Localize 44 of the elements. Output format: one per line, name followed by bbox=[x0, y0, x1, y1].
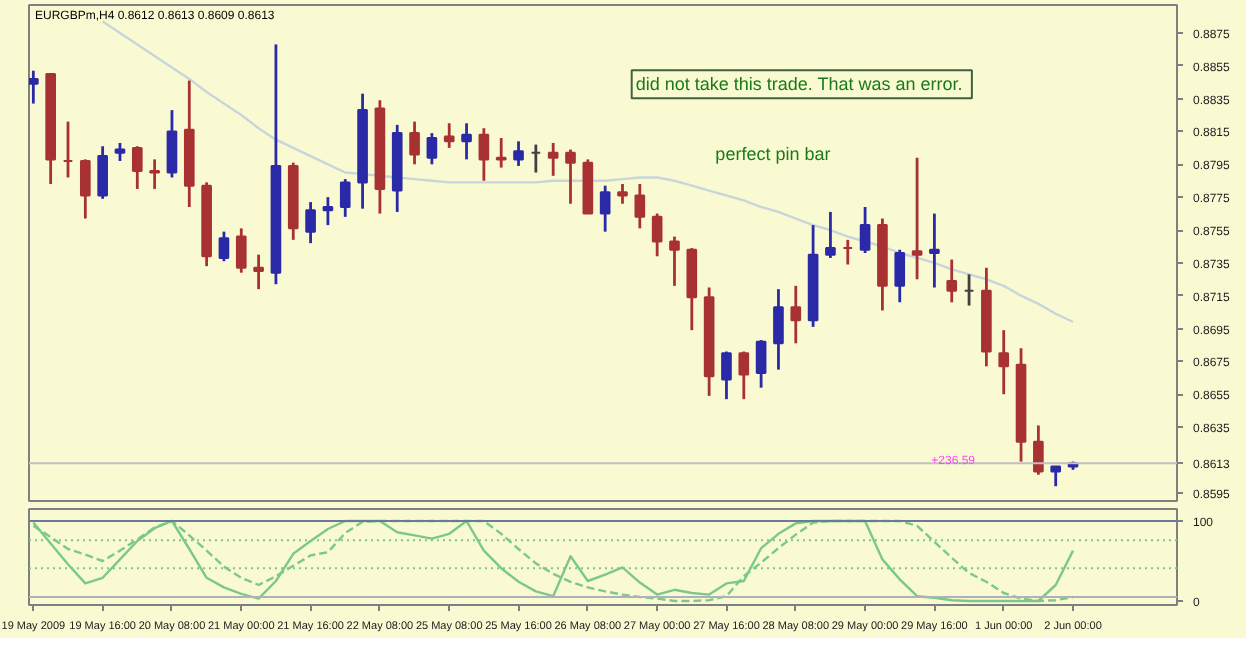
candlestick bbox=[79, 157, 91, 220]
candlestick bbox=[929, 212, 940, 289]
candlestick bbox=[322, 195, 334, 227]
candlestick bbox=[426, 131, 438, 166]
candlestick bbox=[738, 350, 750, 401]
candlestick bbox=[565, 148, 576, 206]
candlestick bbox=[773, 287, 784, 372]
candlestick bbox=[114, 141, 126, 163]
candlestick bbox=[721, 350, 732, 401]
candlestick bbox=[131, 144, 143, 191]
candlestick bbox=[97, 144, 108, 201]
candlestick bbox=[790, 284, 802, 345]
candlestick bbox=[235, 226, 247, 275]
candlestick bbox=[513, 139, 524, 168]
candlestick bbox=[218, 230, 230, 263]
candlestick bbox=[669, 235, 680, 288]
candlestick bbox=[617, 182, 628, 206]
candlestick bbox=[253, 253, 264, 291]
candlestick bbox=[461, 121, 472, 161]
line-series bbox=[101, 20, 1075, 324]
candlestick bbox=[825, 210, 836, 260]
candlestick bbox=[755, 338, 767, 390]
candlestick bbox=[686, 246, 698, 332]
candlestick bbox=[478, 126, 490, 183]
candlestick bbox=[443, 121, 455, 150]
candlestick bbox=[409, 120, 420, 166]
candlestick bbox=[29, 69, 39, 105]
candlestick bbox=[859, 205, 871, 255]
candlestick bbox=[634, 182, 646, 230]
candlestick bbox=[946, 258, 958, 304]
annotation: did not take this trade. That was an error. bbox=[635, 74, 963, 95]
candlestick bbox=[339, 177, 351, 219]
candlestick bbox=[1050, 465, 1062, 488]
candlestick bbox=[305, 200, 316, 245]
candlestick bbox=[998, 328, 1010, 396]
annotation: perfect pin bar bbox=[715, 143, 831, 164]
candlestick bbox=[599, 184, 611, 234]
candlestick bbox=[149, 157, 160, 191]
candlestick bbox=[651, 212, 663, 258]
candlestick bbox=[911, 156, 923, 281]
candlestick bbox=[894, 248, 906, 304]
candlestick bbox=[166, 108, 178, 179]
candlestick bbox=[1033, 424, 1044, 477]
candlestick bbox=[547, 141, 559, 178]
